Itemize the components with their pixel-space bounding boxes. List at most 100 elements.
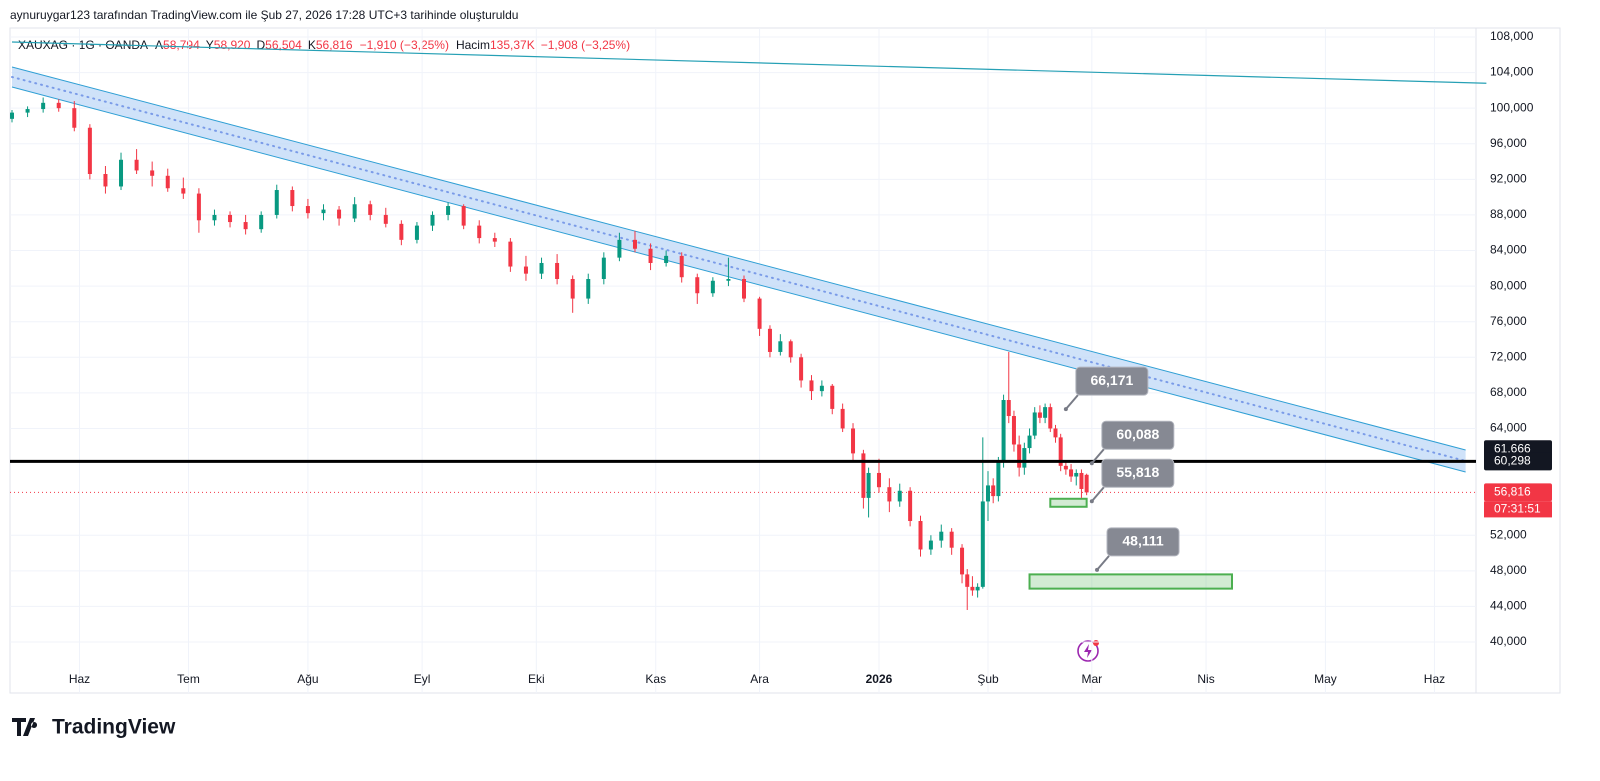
- candle-body: [897, 490, 902, 502]
- legend-open-label: A: [155, 38, 163, 52]
- candle-body: [819, 385, 824, 392]
- candle-body: [980, 501, 985, 587]
- candle-body: [1053, 428, 1058, 438]
- candle-body: [799, 357, 804, 381]
- candle-body: [523, 266, 528, 274]
- callout-box: [1106, 527, 1180, 557]
- candle-body: [10, 112, 14, 119]
- candle-body: [181, 188, 186, 194]
- x-tick-label: Ara: [750, 672, 769, 686]
- legend-symbol: XAUXAG · 1G · OANDA: [18, 38, 148, 52]
- candle-body: [228, 214, 233, 223]
- candle-body: [757, 298, 762, 329]
- x-tick-label: Ağu: [297, 672, 318, 686]
- candle-body: [87, 127, 92, 175]
- candle-body: [134, 159, 139, 171]
- candle-body: [25, 109, 30, 113]
- logo: TradingView: [12, 716, 176, 739]
- candle-body: [383, 214, 388, 224]
- candle-body: [664, 255, 669, 263]
- y-tick-label: 84,000: [1490, 243, 1527, 257]
- candle-body: [887, 487, 892, 502]
- callout-point: [1095, 567, 1100, 572]
- price-label: 61,666: [1494, 441, 1531, 455]
- candle-body: [352, 204, 357, 219]
- y-tick-label: 92,000: [1490, 172, 1527, 186]
- x-tick-label: Nis: [1197, 672, 1214, 686]
- legend-high: 58,920: [214, 38, 251, 52]
- candle-body: [446, 206, 451, 215]
- candle-body: [41, 102, 46, 110]
- x-tick-label: 2026: [866, 672, 893, 686]
- candle-body: [165, 175, 170, 189]
- candle-body: [1006, 400, 1011, 417]
- callout-pointer: [1065, 394, 1079, 410]
- callout-label: 48,111: [1122, 533, 1163, 549]
- candle-body: [539, 262, 544, 274]
- candle-body: [321, 209, 326, 214]
- candle-body: [56, 102, 61, 109]
- candle-body: [555, 262, 560, 279]
- callout-point: [1089, 499, 1094, 504]
- channel-mid: [11, 75, 1467, 462]
- legend-volume-label: Hacim: [456, 38, 490, 52]
- candle-body: [196, 193, 201, 221]
- brand: TradingView: [52, 716, 176, 739]
- x-tick-label: Haz: [1424, 672, 1445, 686]
- legend-close: 56,816: [316, 38, 353, 52]
- frame: [9, 27, 1561, 694]
- legend: XAUXAG · 1G · OANDA A 58,794 Y 58,920 D 56,504…: [18, 38, 630, 52]
- callout-point: [1089, 461, 1094, 466]
- y-tick-label: 64,000: [1490, 421, 1527, 435]
- icon-bolt: [1084, 644, 1092, 658]
- candle-body: [430, 214, 435, 226]
- candle-body: [861, 453, 866, 498]
- candle-body: [695, 277, 700, 294]
- y-tick-label: 108,000: [1490, 29, 1534, 43]
- candle-body: [632, 239, 637, 249]
- legend-volume-change: −1,908 (−3,25%): [541, 38, 630, 52]
- callout-pointer: [1091, 448, 1105, 464]
- price-label: 60,298: [1494, 454, 1531, 468]
- price-label: 56,816: [1494, 485, 1531, 499]
- y-tick-label: 76,000: [1490, 314, 1527, 328]
- y-tick-label: 100,000: [1490, 100, 1534, 114]
- candle-body: [1032, 412, 1037, 436]
- candle-body: [876, 472, 881, 488]
- icon-dot: [1093, 640, 1099, 646]
- callout-point: [1063, 407, 1068, 412]
- y-tick-label: 44,000: [1490, 599, 1527, 613]
- zone: [1049, 497, 1088, 508]
- y-tick-label: 52,000: [1490, 527, 1527, 541]
- x-tick-label: Tem: [177, 672, 200, 686]
- legend-change: −1,910 (−3,25%): [360, 38, 449, 52]
- candle-body: [991, 485, 996, 497]
- legend-open: 58,794: [163, 38, 200, 52]
- candle-body: [212, 214, 217, 221]
- candle-body: [1084, 474, 1089, 493]
- legend-high-label: Y: [206, 38, 214, 52]
- y-tick-label: 72,000: [1490, 349, 1527, 363]
- candle-body: [508, 241, 513, 267]
- candle-body: [866, 472, 871, 498]
- candle-body: [939, 531, 944, 541]
- candle-body: [648, 248, 653, 263]
- legend-volume: 135,37K: [490, 38, 535, 52]
- x-tick-label: Şub: [977, 672, 999, 686]
- legend-close-label: K: [308, 38, 316, 52]
- candle-body: [710, 280, 715, 294]
- x-tick-label: Haz: [69, 672, 90, 686]
- icon-ring: [1077, 640, 1099, 662]
- candle-body: [368, 204, 373, 215]
- candle-body: [1069, 469, 1074, 477]
- callout-label: 55,818: [1116, 464, 1159, 480]
- candle-body: [1048, 407, 1053, 429]
- candle-body: [970, 586, 975, 591]
- legend-low-label: D: [256, 38, 265, 52]
- callout-box: [1101, 420, 1175, 450]
- candle-body: [477, 225, 482, 239]
- flash-icon: [1077, 640, 1099, 662]
- candle-body: [830, 385, 835, 409]
- candle-body: [851, 428, 856, 454]
